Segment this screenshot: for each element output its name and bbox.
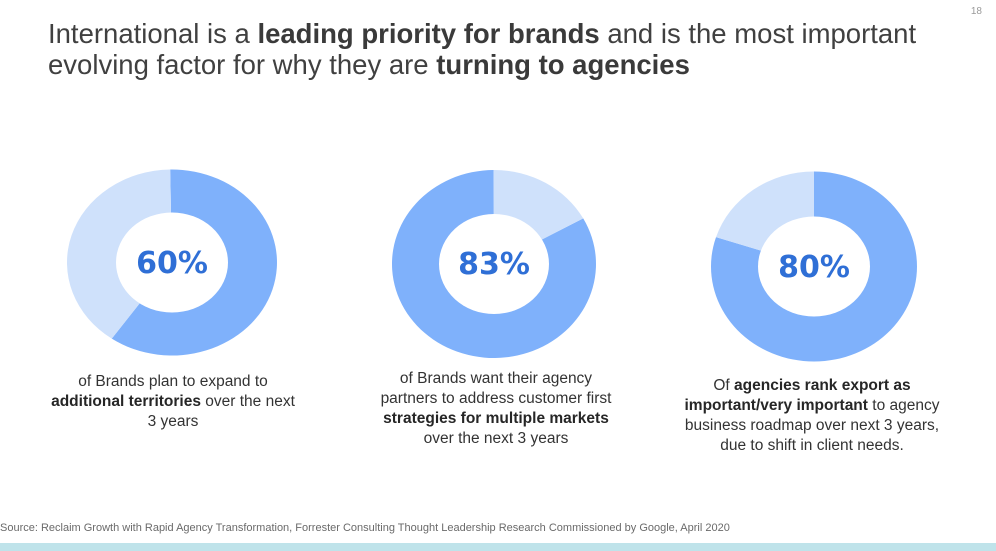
caption-3: Of agencies rank export as important/ver… bbox=[674, 376, 950, 456]
caption-2-text-1: of Brands want their agency partners to … bbox=[380, 370, 612, 407]
caption-2-bold: strategies for multiple markets bbox=[383, 410, 609, 427]
headline-text-1: International is a bbox=[48, 18, 258, 49]
source-note: Source: Reclaim Growth with Rapid Agency… bbox=[0, 522, 730, 534]
donut-chart-3: 80% bbox=[710, 171, 917, 362]
caption-3-text-2: to agency business roadmap over next 3 y… bbox=[684, 397, 940, 454]
bottom-accent-bar bbox=[0, 543, 996, 551]
caption-2-text-2: over the next 3 years bbox=[423, 430, 569, 447]
caption-1-text-2: over the next 3 years bbox=[147, 393, 295, 430]
caption-1-text-1: of Brands plan to expand to bbox=[78, 373, 268, 390]
donut-2-hole bbox=[439, 214, 549, 314]
donut-chart-1: 60% bbox=[66, 169, 277, 356]
donut-chart-2: 83% bbox=[391, 169, 596, 358]
donut-3-percent: 80% bbox=[778, 250, 850, 285]
headline-text-2: and is the most important evolving facto… bbox=[48, 18, 917, 80]
caption-3-text-1: Of bbox=[713, 377, 735, 394]
donut-2-percent: 83% bbox=[458, 247, 530, 282]
donut-1-percent: 60% bbox=[136, 246, 208, 281]
caption-1: of Brands plan to expand to additional t… bbox=[46, 372, 300, 432]
caption-2: of Brands want their agency partners to … bbox=[376, 369, 616, 449]
caption-3-bold: agencies rank export as important/very i… bbox=[684, 377, 911, 414]
caption-1-bold: additional territories bbox=[51, 393, 201, 410]
headline-bold-1: leading priority for brands bbox=[257, 18, 600, 49]
headline-bold-2: turning to agencies bbox=[436, 49, 690, 80]
slide-number: 18 bbox=[970, 6, 982, 17]
donut-3-hole bbox=[758, 216, 870, 317]
headline: International is a leading priority for … bbox=[48, 18, 968, 80]
donut-1-hole bbox=[116, 212, 228, 313]
